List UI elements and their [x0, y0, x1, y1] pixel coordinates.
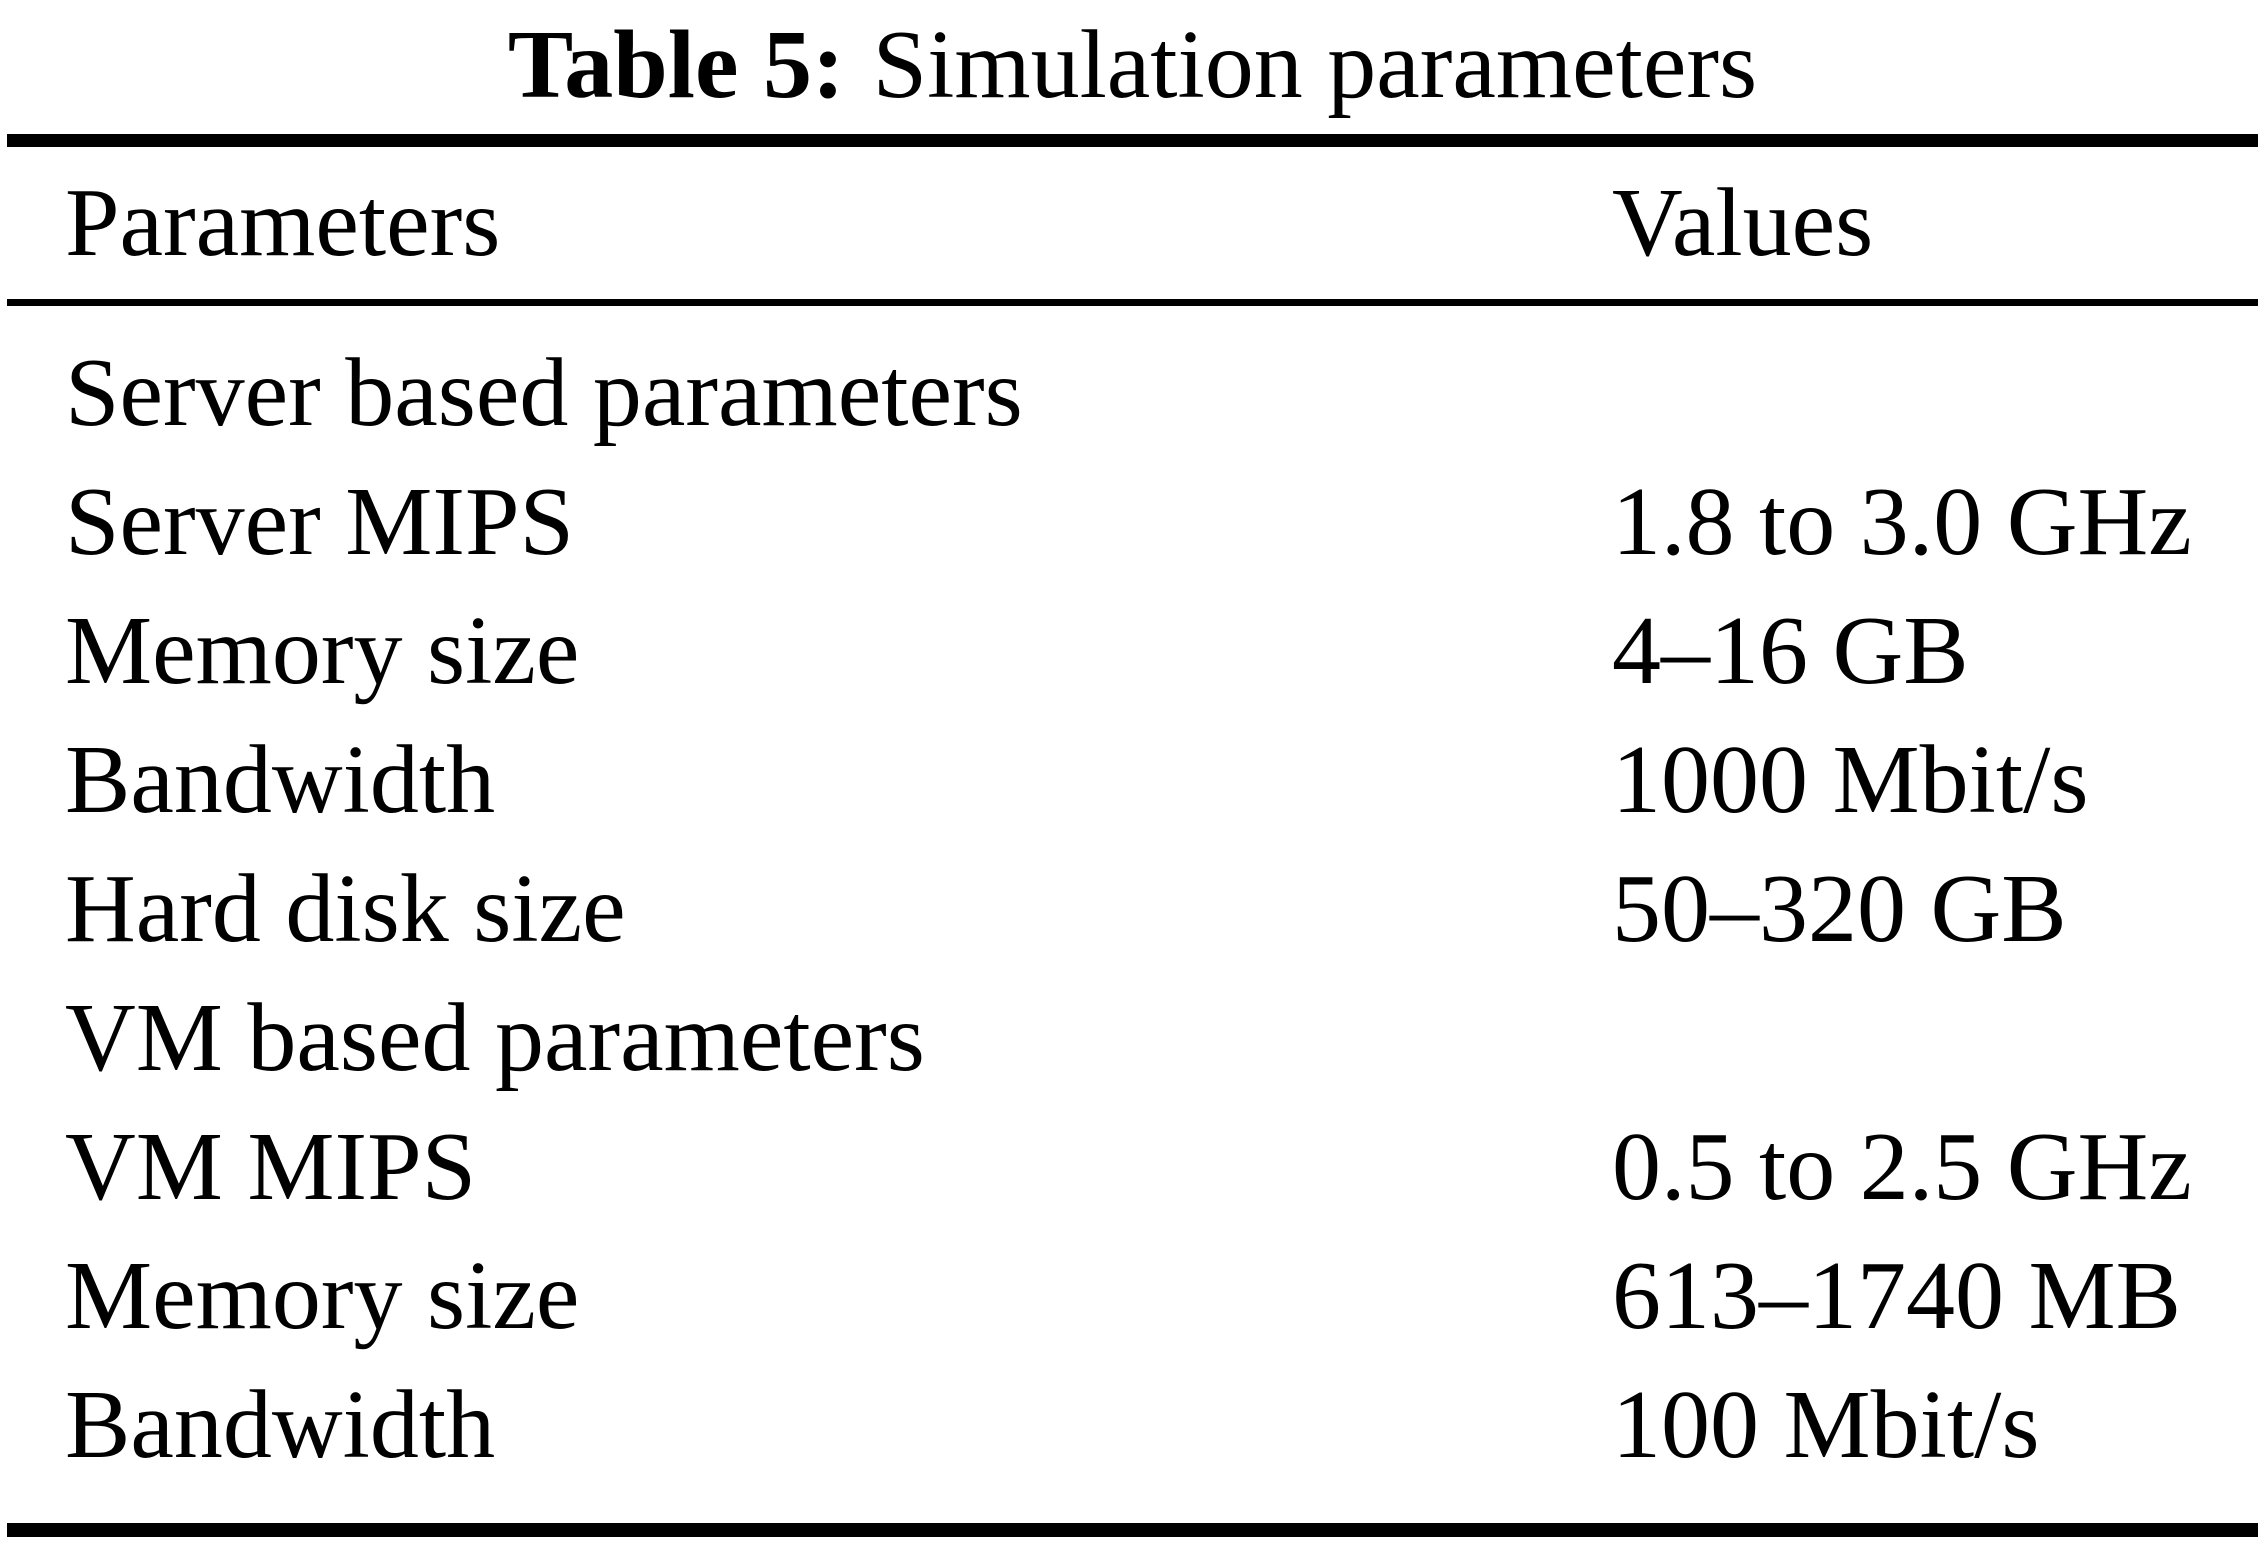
value-cell: 4–16 GB: [1612, 596, 1969, 705]
table-row-server-bandwidth: Bandwidth 1000 Mbit/s: [7, 715, 2258, 844]
table-row-section-server: Server based parameters: [7, 328, 2258, 457]
value-cell: 1.8 to 3.0 GHz: [1612, 467, 2192, 576]
table-row-vm-memory: Memory size 613–1740 MB: [7, 1231, 2258, 1360]
value-cell: 613–1740 MB: [1612, 1241, 2182, 1350]
param-cell: VM MIPS: [65, 1112, 477, 1221]
param-cell: Server MIPS: [65, 467, 575, 576]
value-cell: 1000 Mbit/s: [1612, 725, 2089, 834]
table-row-section-vm: VM based parameters: [7, 973, 2258, 1102]
table-caption-label: Table 5:: [507, 11, 845, 119]
table-caption: Table 5: Simulation parameters: [0, 0, 2265, 134]
value-cell: 50–320 GB: [1612, 854, 2067, 963]
table-row-vm-bandwidth: Bandwidth 100 Mbit/s: [7, 1360, 2258, 1489]
param-cell: Memory size: [65, 596, 580, 705]
table-body: Server based parameters Server MIPS 1.8 …: [7, 306, 2258, 1523]
param-cell: Bandwidth: [65, 725, 496, 834]
table-row-server-memory: Memory size 4–16 GB: [7, 586, 2258, 715]
param-cell: VM based parameters: [65, 983, 925, 1092]
table-caption-title: Simulation parameters: [872, 11, 1758, 119]
column-header-values: Values: [1612, 169, 1874, 277]
param-cell: Server based parameters: [65, 338, 1023, 447]
column-header-parameters: Parameters: [65, 169, 501, 277]
value-cell: 100 Mbit/s: [1612, 1370, 2040, 1479]
param-cell: Hard disk size: [65, 854, 626, 963]
table-row-server-mips: Server MIPS 1.8 to 3.0 GHz: [7, 457, 2258, 586]
table-row-server-disk: Hard disk size 50–320 GB: [7, 844, 2258, 973]
table-row-vm-mips: VM MIPS 0.5 to 2.5 GHz: [7, 1102, 2258, 1231]
table-header-row: Parameters Values: [7, 147, 2258, 306]
param-cell: Memory size: [65, 1241, 580, 1350]
simulation-parameters-table: Parameters Values Server based parameter…: [7, 134, 2258, 1537]
value-cell: 0.5 to 2.5 GHz: [1612, 1112, 2192, 1221]
param-cell: Bandwidth: [65, 1370, 496, 1479]
